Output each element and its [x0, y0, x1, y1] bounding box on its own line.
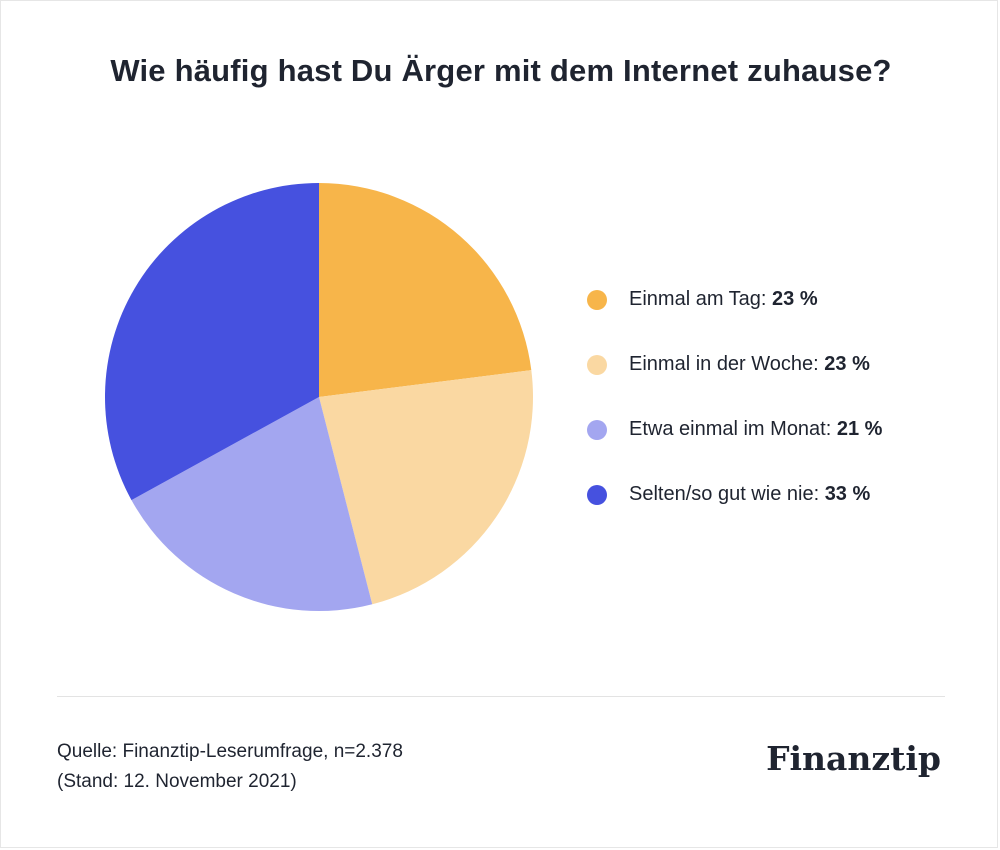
- legend-swatch: [587, 419, 607, 440]
- legend-value: 23 %: [824, 353, 870, 375]
- source-date: (Stand: 12. November 2021): [57, 771, 297, 792]
- legend-label: Selten/so gut wie nie: [629, 483, 814, 505]
- chart-title: Wie häufig hast Du Ärger mit dem Interne…: [110, 53, 892, 88]
- footer-divider: [57, 696, 945, 697]
- pie-slice-selten-so-gut-wie-nie: [105, 183, 319, 501]
- legend-label: Einmal am Tag: [629, 288, 761, 310]
- legend-item-selten: Selten/so gut wie nie: 33 %: [587, 478, 882, 511]
- source-line: Quelle: Finanztip-Leserumfrage, n=2.378: [57, 741, 403, 762]
- pie-slice-etwa-einmal-im-monat: [131, 397, 373, 611]
- legend-swatch: [587, 354, 607, 375]
- legend-item-etwa-einmal-im-monat: Etwa einmal im Monat: 21 %: [587, 413, 882, 446]
- pie-slice-einmal-in-der-woche: [319, 370, 533, 605]
- legend-value: 23 %: [772, 288, 818, 310]
- legend-swatch: [587, 289, 607, 310]
- legend-swatch: [587, 484, 607, 505]
- pie-slice-einmal-am-tag: [319, 183, 532, 397]
- brand-logo: Finanztip: [766, 739, 941, 778]
- legend: Einmal am Tag: 23 % Einmal in der Woche:…: [587, 283, 882, 543]
- legend-item-einmal-am-tag: Einmal am Tag: 23 %: [587, 283, 882, 316]
- legend-value: 33 %: [824, 483, 871, 505]
- legend-value: 21 %: [836, 418, 883, 440]
- source-note: Quelle: Finanztip-Leserumfrage, n=2.378 …: [57, 737, 403, 797]
- legend-item-einmal-in-der-woche: Einmal in der Woche: 23 %: [587, 348, 882, 381]
- legend-label: Einmal in der Woche: [629, 353, 814, 375]
- legend-label: Etwa einmal im Monat: [629, 418, 826, 440]
- pie-chart: [105, 183, 533, 611]
